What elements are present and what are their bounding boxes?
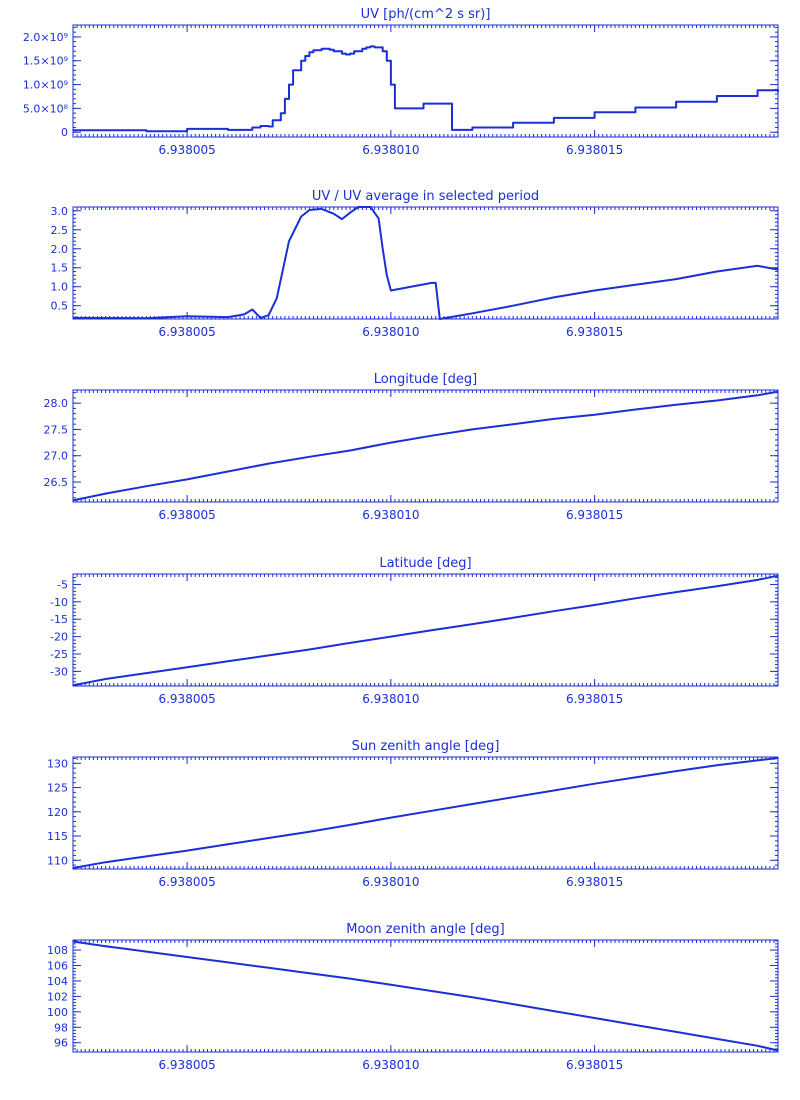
series-line (72, 390, 779, 502)
y-tick-label: 28.0 (44, 397, 69, 410)
y-tick-label: 108 (47, 944, 68, 957)
y-tick-label: -25 (50, 648, 68, 661)
y-tick-label: 1.0 (51, 281, 69, 294)
chart-title: Moon zenith angle [deg] (346, 922, 504, 937)
series-line (72, 757, 779, 869)
y-tick-label: 2.0×10⁹ (23, 31, 68, 44)
x-tick-label: 6.938010 (362, 692, 419, 706)
y-tick-label: -15 (50, 613, 68, 626)
x-tick-label: 6.938005 (158, 692, 215, 706)
plot-frame (72, 756, 779, 870)
chart-title: Sun zenith angle [deg] (352, 739, 500, 754)
x-tick-label: 6.938010 (362, 325, 419, 339)
y-tick-label: 0.5 (51, 300, 69, 313)
y-tick-label: 130 (47, 757, 68, 770)
y-tick-label: 100 (47, 1006, 68, 1019)
y-tick-label: 3.0 (51, 205, 69, 218)
y-tick-label: 0 (61, 126, 68, 139)
plot-frame (72, 24, 779, 138)
x-tick-label: 6.938015 (566, 692, 623, 706)
y-tick-label: 5.0×10⁸ (23, 102, 69, 115)
plot-frame (72, 389, 779, 503)
y-tick-label: 98 (54, 1021, 68, 1034)
chart-title: Longitude [deg] (374, 372, 477, 387)
x-tick-label: 6.938010 (362, 508, 419, 522)
chart-panel-3: Longitude [deg] 6.938005 6.938010 6.938015 2… (44, 372, 779, 522)
chart-title: UV [ph/(cm^2 s sr)] (361, 7, 491, 22)
x-tick-label: 6.938005 (158, 325, 215, 339)
y-tick-label: 125 (47, 782, 68, 795)
y-tick-label: -30 (50, 665, 68, 678)
y-tick-label: 104 (47, 975, 68, 988)
y-tick-label: 1.5 (51, 262, 69, 275)
y-tick-label: 106 (47, 959, 68, 972)
x-tick-label: 6.938015 (566, 508, 623, 522)
series-line (72, 206, 779, 320)
chart-panel-5: Sun zenith angle [deg] 6.938005 6.938010 6.… (47, 739, 779, 889)
y-tick-label: 1.5×10⁹ (23, 55, 68, 68)
y-tick-label: 96 (54, 1037, 68, 1050)
x-tick-label: 6.938010 (362, 1058, 419, 1072)
y-tick-label: 102 (47, 990, 68, 1003)
x-tick-label: 6.938015 (566, 875, 623, 889)
x-tick-label: 6.938005 (158, 508, 215, 522)
y-tick-label: 1.0×10⁹ (23, 79, 68, 92)
y-tick-label: -5 (57, 578, 68, 591)
plot-frame (72, 206, 779, 320)
chart-panel-2: UV / UV average in selected period 6.9380… (51, 189, 779, 339)
chart-title: UV / UV average in selected period (312, 189, 539, 204)
x-tick-label: 6.938005 (158, 143, 215, 157)
y-tick-label: 115 (47, 830, 68, 843)
series-line (73, 45, 779, 133)
y-tick-label: -10 (50, 596, 68, 609)
y-tick-label: 26.5 (44, 476, 69, 489)
y-tick-label: 27.0 (44, 450, 69, 463)
x-tick-label: 6.938010 (362, 143, 419, 157)
y-tick-label: 120 (47, 806, 68, 819)
x-tick-label: 6.938015 (566, 325, 623, 339)
x-tick-label: 6.938005 (158, 875, 215, 889)
chart-panel-4: Latitude [deg] 6.938005 6.938010 6.938015 -3… (50, 556, 779, 706)
y-tick-label: 27.5 (44, 423, 69, 436)
chart-panel-6: Moon zenith angle [deg] 6.938005 6.938010 6… (47, 922, 779, 1072)
y-tick-label: 110 (47, 854, 68, 867)
x-tick-label: 6.938010 (362, 875, 419, 889)
y-tick-label: 2.5 (51, 224, 69, 237)
x-tick-label: 6.938015 (566, 143, 623, 157)
series-line (72, 940, 779, 1052)
series-line (72, 574, 779, 687)
chart-panel-1: UV [ph/(cm^2 s sr)] 6.938005 6.938010 6.938… (23, 7, 779, 157)
x-tick-label: 6.938015 (566, 1058, 623, 1072)
y-tick-label: -20 (50, 631, 68, 644)
x-tick-label: 6.938005 (158, 1058, 215, 1072)
y-tick-label: 2.0 (51, 243, 69, 256)
chart-title: Latitude [deg] (379, 556, 471, 571)
